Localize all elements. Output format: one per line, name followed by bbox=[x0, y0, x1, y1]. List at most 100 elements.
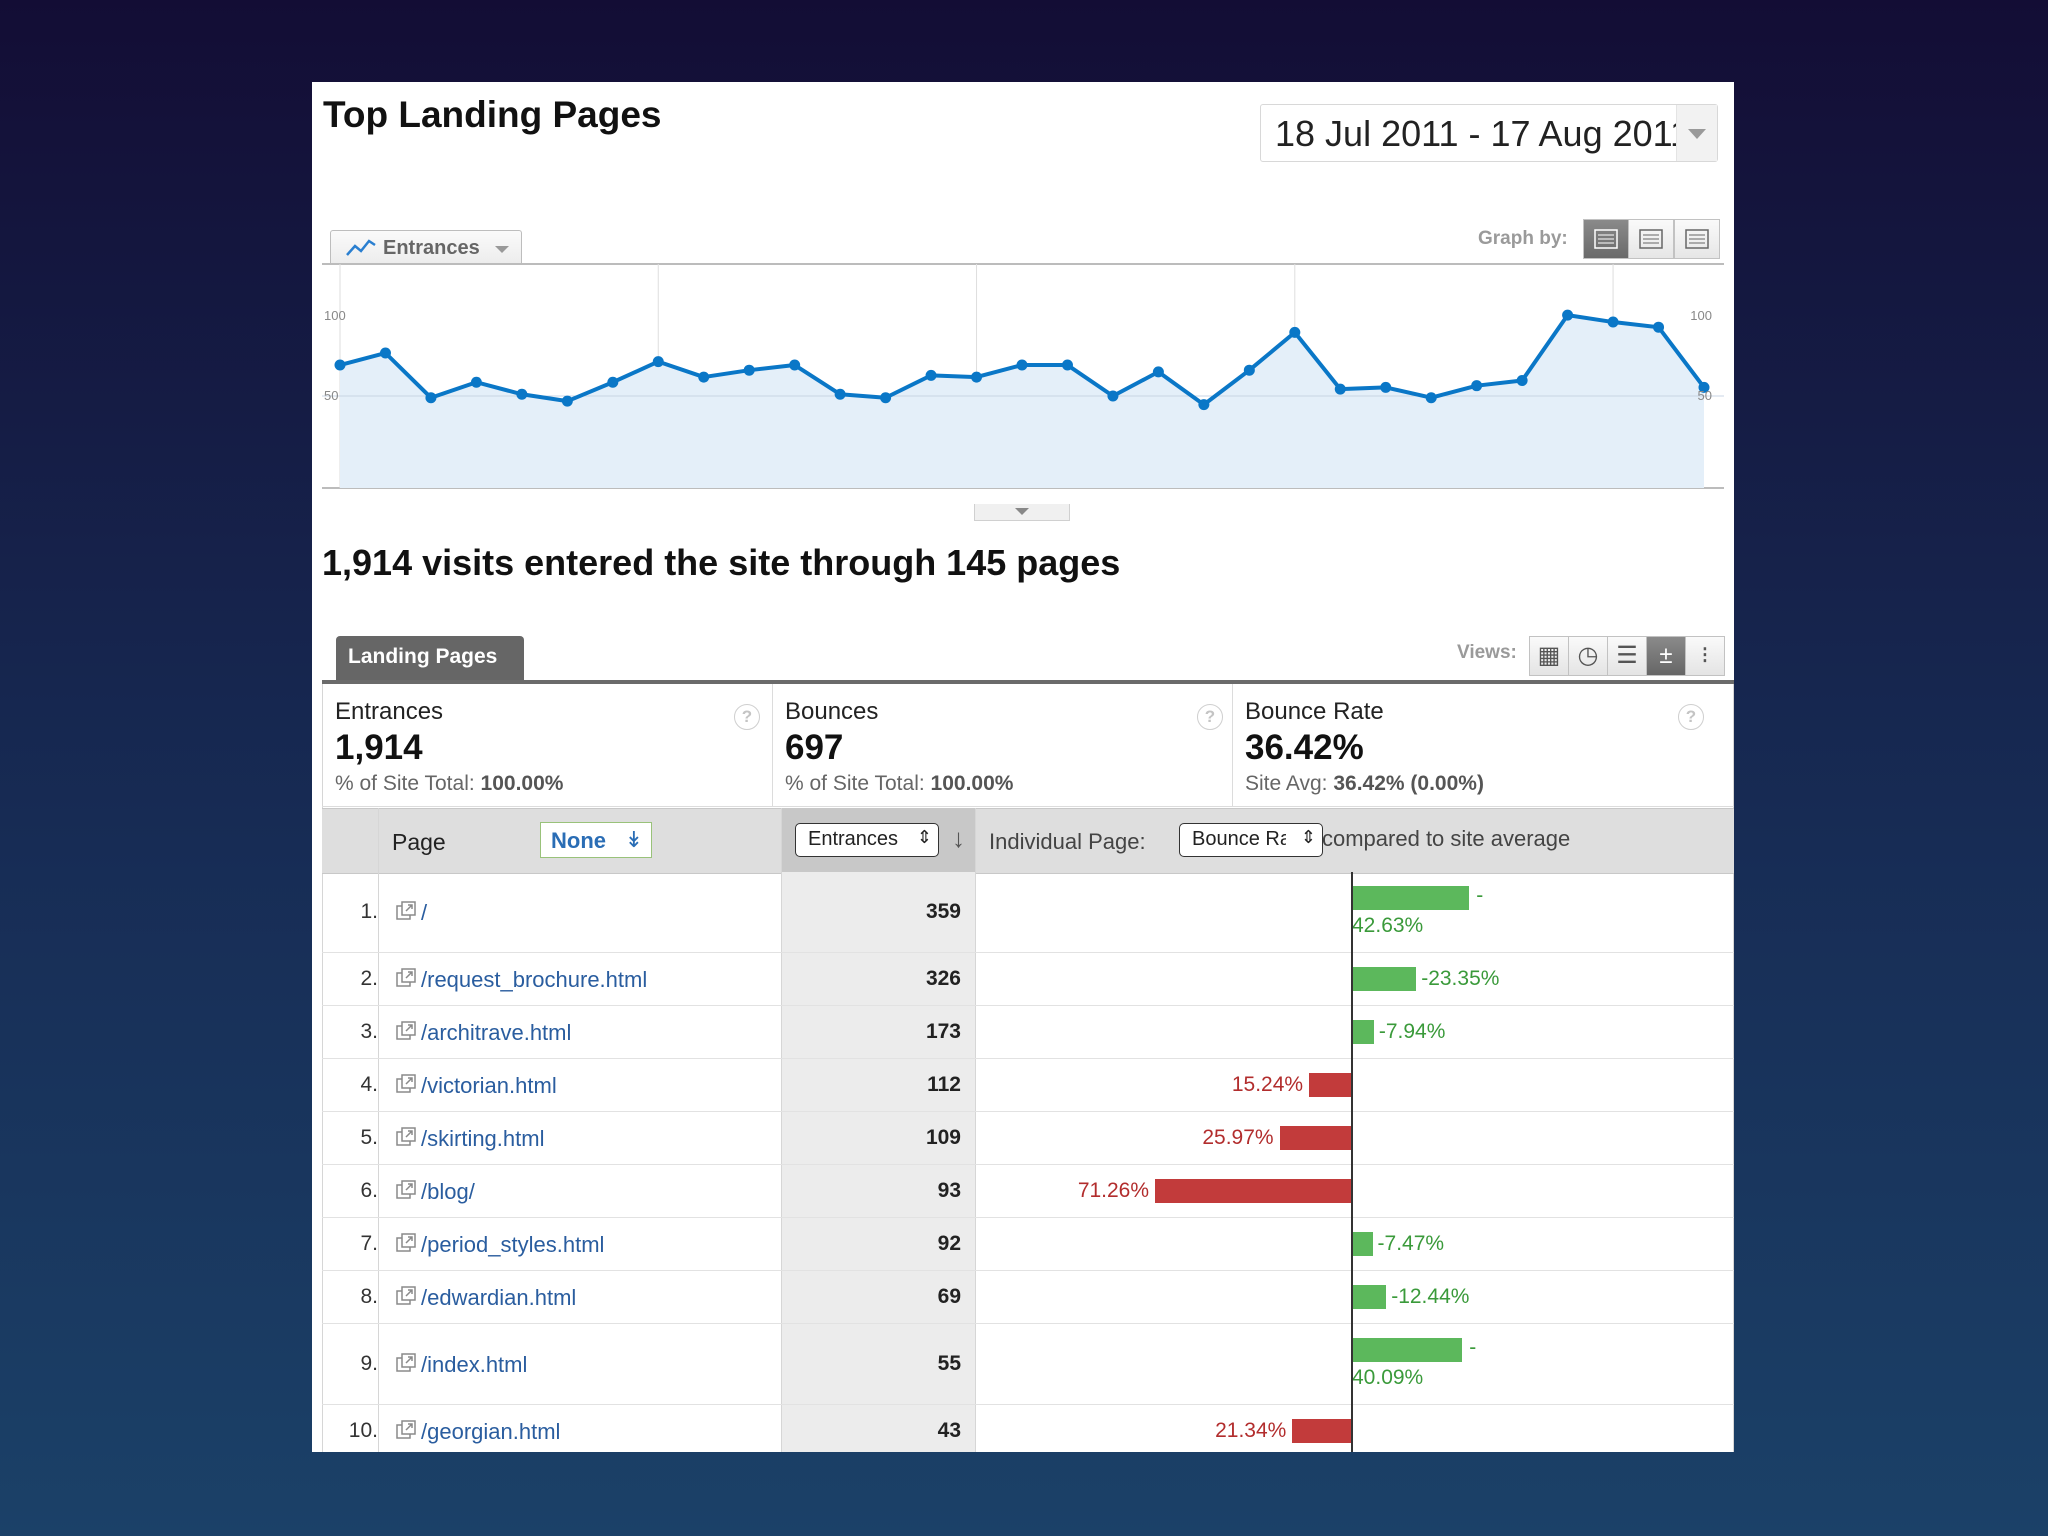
help-icon[interactable]: ? bbox=[1197, 704, 1223, 730]
chart-area-fill bbox=[340, 315, 1704, 488]
data-point bbox=[1107, 390, 1119, 402]
scorecard-subtext: % of Site Total: 100.00% bbox=[335, 772, 563, 796]
entrances-cell: 69 bbox=[782, 1271, 975, 1323]
graph-by-label: Graph by: bbox=[1478, 228, 1568, 249]
date-range-picker[interactable]: 18 Jul 2011 - 17 Aug 2011 bbox=[1260, 104, 1718, 162]
entrances-cell: 109 bbox=[782, 1112, 975, 1164]
chevron-down-icon[interactable] bbox=[1676, 105, 1717, 161]
data-point bbox=[880, 392, 892, 404]
bounce-rate-delta-label: 42.63% bbox=[1352, 914, 1424, 937]
data-point bbox=[1562, 309, 1574, 321]
row-number: 10. bbox=[348, 1419, 378, 1442]
secondary-dimension-value: None bbox=[551, 828, 606, 853]
external-link-icon[interactable] bbox=[395, 1285, 417, 1312]
day-icon[interactable] bbox=[1583, 219, 1629, 259]
row-number: 4. bbox=[360, 1073, 378, 1096]
row-number: 6. bbox=[360, 1179, 378, 1202]
graph-metric-selector[interactable]: Entrances bbox=[330, 230, 522, 265]
bounce-rate-delta-bar bbox=[1352, 886, 1470, 910]
scorecard-entrances: Entrances 1,914 % of Site Total: 100.00%… bbox=[322, 684, 773, 807]
graph-metric-label: Entrances bbox=[383, 237, 480, 259]
bounce-rate-delta-bar bbox=[1352, 967, 1417, 991]
comparison-zero-axis bbox=[1351, 872, 1353, 1452]
table-icon[interactable]: ▦ bbox=[1529, 636, 1569, 676]
page-link[interactable]: /request_brochure.html bbox=[421, 967, 648, 992]
external-link-icon[interactable] bbox=[395, 1352, 417, 1379]
bounce-rate-delta-label: 71.26% bbox=[1077, 1179, 1150, 1202]
bounce-rate-delta-label: -23.35% bbox=[1421, 967, 1500, 990]
y-tick-label-left: 100 bbox=[324, 308, 346, 323]
scorecard-sub-value: 36.42% (0.00%) bbox=[1333, 772, 1484, 795]
help-icon[interactable]: ? bbox=[1678, 704, 1704, 730]
pivot-icon[interactable]: ⁝ bbox=[1685, 636, 1725, 676]
entrances-value: 93 bbox=[937, 1179, 961, 1202]
table-body: 359 1. / - 42.63% 326 2. /request_brochure.html… bbox=[322, 872, 1734, 1452]
entrances-value: 112 bbox=[927, 1073, 961, 1096]
chart-collapse-handle[interactable] bbox=[974, 504, 1070, 521]
week-icon[interactable] bbox=[1628, 219, 1674, 259]
table-row: 109 5. /skirting.html 25.97% bbox=[322, 1112, 1734, 1165]
table-border-right bbox=[1733, 684, 1734, 1452]
row-number: 2. bbox=[360, 967, 378, 990]
page-link[interactable]: /skirting.html bbox=[421, 1126, 545, 1151]
page-link[interactable]: / bbox=[421, 900, 428, 925]
bounce-rate-delta-label: -7.94% bbox=[1378, 1020, 1446, 1043]
sort-descending-icon[interactable]: ↓ bbox=[952, 823, 965, 853]
external-link-icon[interactable] bbox=[395, 1179, 417, 1206]
external-link-icon[interactable] bbox=[395, 1073, 417, 1100]
table-row: 112 4. /victorian.html 15.24% bbox=[322, 1059, 1734, 1112]
entrances-cell: 92 bbox=[782, 1218, 975, 1270]
bar-icon[interactable]: ☰ bbox=[1607, 636, 1647, 676]
scorecard-value: 1,914 bbox=[335, 728, 423, 767]
help-icon[interactable]: ? bbox=[734, 704, 760, 730]
page-link[interactable]: /architrave.html bbox=[421, 1020, 572, 1045]
month-icon[interactable] bbox=[1674, 219, 1720, 259]
y-tick-label-left: 50 bbox=[324, 388, 338, 403]
entrances-cell: 359 bbox=[782, 872, 975, 952]
data-point bbox=[607, 376, 619, 388]
external-link-icon[interactable] bbox=[395, 1126, 417, 1153]
entrances-cell: 43 bbox=[782, 1405, 975, 1452]
bounce-rate-delta-sign: - bbox=[1469, 1336, 1477, 1359]
caret-down-icon bbox=[495, 246, 509, 253]
bounce-rate-delta-bar bbox=[1352, 1232, 1373, 1256]
page-link[interactable]: /victorian.html bbox=[421, 1073, 557, 1098]
column-separator bbox=[781, 808, 782, 1452]
page-link[interactable]: /blog/ bbox=[421, 1179, 475, 1204]
table-border-left bbox=[322, 684, 323, 1452]
page-link[interactable]: /index.html bbox=[421, 1352, 528, 1377]
page-link[interactable]: /edwardian.html bbox=[421, 1285, 577, 1310]
summary-heading: 1,914 visits entered the site through 14… bbox=[322, 542, 1121, 583]
external-link-icon[interactable] bbox=[395, 1419, 417, 1446]
trend-line-icon bbox=[346, 239, 376, 256]
metric-select[interactable]: Entrances ⇕ bbox=[795, 823, 939, 857]
external-link-icon[interactable] bbox=[395, 1020, 417, 1047]
data-point bbox=[1198, 399, 1210, 411]
compared-label: compared to site average bbox=[1322, 826, 1571, 851]
external-link-icon[interactable] bbox=[395, 1232, 417, 1259]
data-point bbox=[1653, 321, 1665, 333]
external-link-icon[interactable] bbox=[395, 967, 417, 994]
pie-icon[interactable]: ◷ bbox=[1568, 636, 1608, 676]
entrances-cell: 112 bbox=[782, 1059, 975, 1111]
external-link-icon[interactable] bbox=[395, 900, 417, 927]
tab-landing-pages-label: Landing Pages bbox=[348, 645, 498, 668]
page-link[interactable]: /georgian.html bbox=[421, 1419, 561, 1444]
data-point bbox=[334, 359, 346, 371]
tab-landing-pages[interactable]: Landing Pages bbox=[336, 636, 524, 680]
comparison-metric-select[interactable]: Bounce Rate ⇕ bbox=[1179, 823, 1323, 857]
bounce-rate-delta-label: 15.24% bbox=[1231, 1073, 1304, 1096]
entrances-value: 326 bbox=[925, 967, 961, 990]
row-number: 9. bbox=[360, 1352, 378, 1375]
page-link[interactable]: /period_styles.html bbox=[421, 1232, 605, 1257]
entrances-value: 43 bbox=[937, 1419, 961, 1442]
table-row: 55 9. /index.html - 40.09% bbox=[322, 1324, 1734, 1405]
tab-divider bbox=[322, 680, 1734, 684]
entrances-value: 69 bbox=[937, 1285, 961, 1308]
bounce-rate-delta-bar bbox=[1352, 1285, 1387, 1309]
entrances-value: 359 bbox=[925, 900, 961, 923]
table-row: 69 8. /edwardian.html -12.44% bbox=[322, 1271, 1734, 1324]
comparison-icon[interactable]: ± bbox=[1646, 636, 1686, 676]
scorecard-value: 36.42% bbox=[1245, 728, 1364, 767]
secondary-dimension-select[interactable]: None ↡ bbox=[540, 822, 652, 858]
